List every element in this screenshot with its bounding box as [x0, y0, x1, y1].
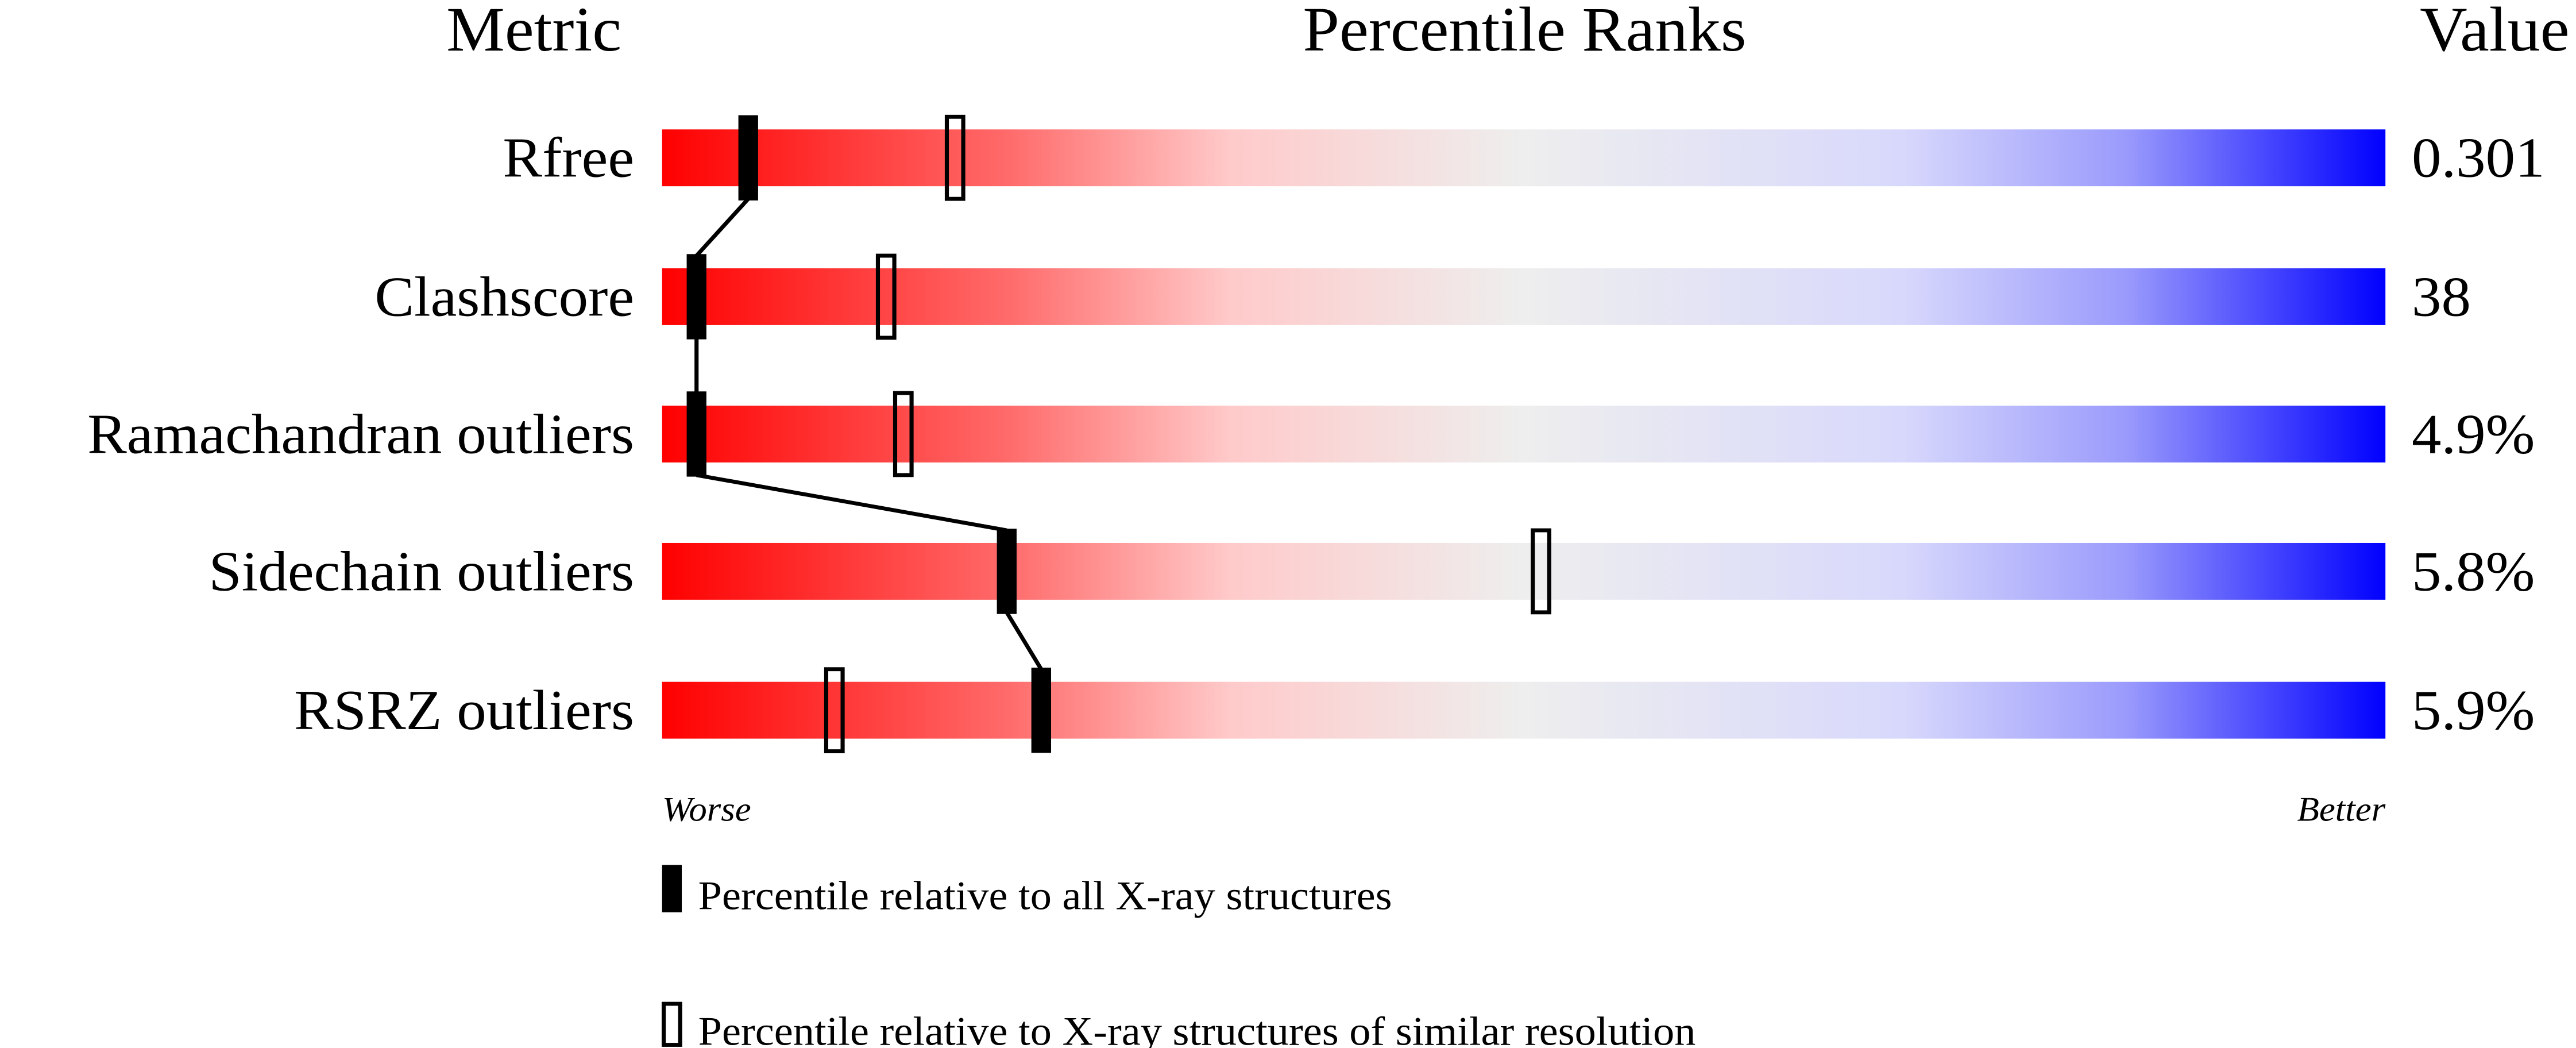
metric-value: 0.301 [2412, 126, 2545, 189]
worse-label: Worse [662, 791, 751, 829]
metric-value: 38 [2412, 265, 2471, 328]
connector-line [1005, 611, 1043, 671]
legend-similar-label: Percentile relative to X-ray structures … [698, 1008, 1696, 1048]
legend-filled-marker-icon [662, 865, 682, 912]
metric-label: Clashscore [374, 265, 634, 328]
legend-open-marker-icon [661, 1001, 682, 1047]
similar-resolution-marker [944, 114, 965, 201]
all-structures-marker [1031, 667, 1051, 753]
header-metric: Metric [446, 0, 621, 64]
metric-value: 5.9% [2412, 679, 2535, 742]
connector-line [696, 473, 1007, 533]
all-structures-marker [686, 391, 706, 477]
similar-resolution-marker [1531, 528, 1551, 615]
percentile-bar [662, 405, 2386, 463]
similar-resolution-marker [824, 667, 845, 753]
similar-resolution-marker [893, 391, 914, 477]
header-percentile-ranks: Percentile Ranks [1303, 0, 1746, 64]
percentile-bar [662, 129, 2386, 187]
metric-label: Rfree [503, 126, 634, 189]
connector-line [695, 197, 750, 257]
metric-value: 4.9% [2412, 402, 2535, 465]
all-structures-marker [738, 115, 758, 201]
metric-label: Ramachandran outliers [87, 402, 634, 465]
percentile-bar [662, 268, 2386, 325]
percentile-bar [662, 681, 2386, 739]
metric-label: RSRZ outliers [294, 679, 634, 742]
legend-all-label: Percentile relative to all X-ray structu… [698, 873, 1392, 918]
all-structures-marker [686, 254, 706, 340]
metric-label: Sidechain outliers [209, 540, 635, 603]
similar-resolution-marker [875, 253, 897, 340]
percentile-bar [662, 542, 2386, 600]
header-value: Value [2420, 0, 2569, 64]
all-structures-marker [997, 529, 1017, 614]
better-label: Better [2297, 791, 2386, 829]
metric-value: 5.8% [2412, 540, 2535, 603]
